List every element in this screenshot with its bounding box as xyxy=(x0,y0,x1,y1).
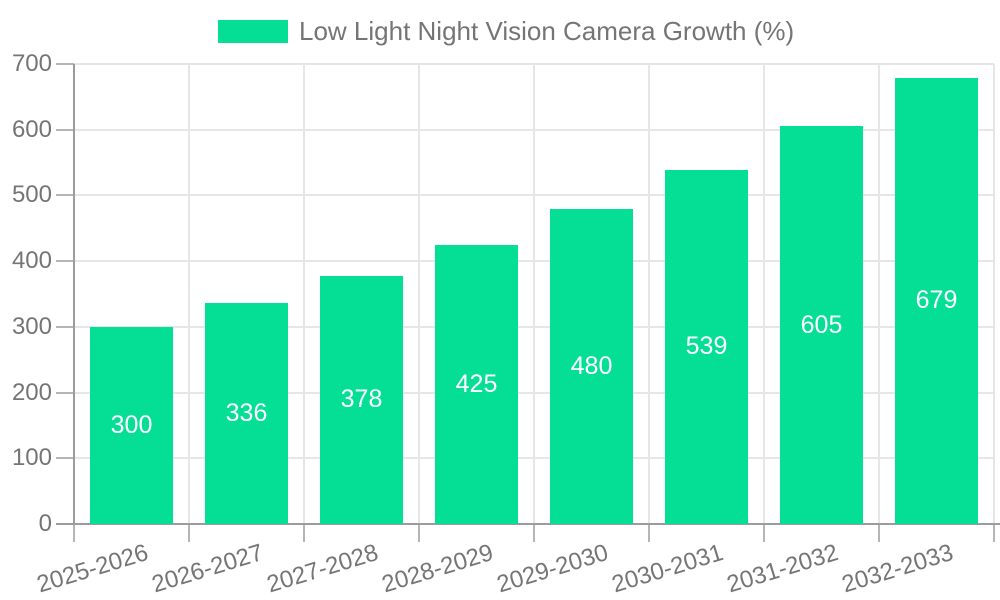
y-axis-tick-label: 200 xyxy=(11,378,52,406)
x-axis-tick xyxy=(188,524,190,542)
v-gridline xyxy=(878,64,880,524)
x-axis-tick-label: 2025-2026 xyxy=(33,539,152,599)
bar-value-label: 605 xyxy=(800,310,843,339)
legend[interactable]: Low Light Night Vision Camera Growth (%) xyxy=(218,17,794,45)
bar[interactable]: 539 xyxy=(665,169,748,524)
bar[interactable]: 300 xyxy=(90,326,173,524)
y-axis-tick xyxy=(56,128,74,131)
x-axis-tick-label: 2027-2028 xyxy=(263,539,382,599)
x-axis-tick xyxy=(763,524,765,542)
legend-label: Low Light Night Vision Camera Growth (%) xyxy=(299,16,795,46)
bar[interactable]: 378 xyxy=(320,275,403,524)
x-axis-tick-label: 2028-2029 xyxy=(378,539,497,599)
v-gridline xyxy=(993,64,995,524)
y-axis-tick xyxy=(56,325,74,328)
bar-value-label: 480 xyxy=(570,351,613,380)
legend-swatch xyxy=(218,19,288,43)
bar-value-label: 300 xyxy=(110,410,153,439)
y-axis-tick xyxy=(56,391,74,394)
y-axis-tick xyxy=(56,63,74,65)
bar[interactable]: 605 xyxy=(780,126,863,524)
y-axis-tick-label: 400 xyxy=(11,247,52,275)
bar[interactable]: 425 xyxy=(435,244,518,524)
y-axis-tick-label: 700 xyxy=(11,50,52,77)
x-axis-tick xyxy=(648,524,650,542)
y-axis-tick-label: 100 xyxy=(11,444,52,472)
x-axis-tick-label: 2032-2033 xyxy=(838,539,957,599)
bar[interactable]: 480 xyxy=(550,208,633,524)
x-axis-tick xyxy=(418,524,420,542)
v-gridline xyxy=(533,64,535,524)
x-axis-tick-label: 2029-2030 xyxy=(493,539,612,599)
y-axis-tick-label: 500 xyxy=(11,181,52,209)
v-gridline xyxy=(418,64,420,524)
bar[interactable]: 336 xyxy=(205,303,288,524)
v-gridline xyxy=(648,64,650,524)
bar-value-label: 539 xyxy=(685,332,728,361)
x-axis-tick xyxy=(993,524,995,542)
bar-value-label: 336 xyxy=(225,399,268,428)
y-axis-line xyxy=(73,64,75,524)
y-axis-tick xyxy=(56,194,74,197)
bar-value-label: 425 xyxy=(455,369,498,398)
x-axis-tick xyxy=(73,524,75,542)
x-axis-line xyxy=(56,523,1000,525)
bar-value-label: 679 xyxy=(915,286,958,315)
y-axis-tick xyxy=(56,457,74,460)
x-axis-tick xyxy=(878,524,880,542)
y-axis-tick-label: 0 xyxy=(38,510,52,537)
bar-value-label: 378 xyxy=(340,385,383,414)
v-gridline xyxy=(303,64,305,524)
x-axis-tick-label: 2030-2031 xyxy=(608,539,727,599)
v-gridline xyxy=(188,64,190,524)
y-axis-tick-label: 600 xyxy=(11,115,52,143)
x-axis-tick xyxy=(533,524,535,542)
y-axis-tick-label: 300 xyxy=(11,312,52,340)
x-axis-tick-label: 2031-2032 xyxy=(723,539,842,599)
x-axis-tick xyxy=(303,524,305,542)
y-axis-tick xyxy=(56,260,74,263)
bar[interactable]: 679 xyxy=(895,77,978,524)
x-axis-tick-label: 2026-2027 xyxy=(148,539,267,599)
v-gridline xyxy=(763,64,765,524)
